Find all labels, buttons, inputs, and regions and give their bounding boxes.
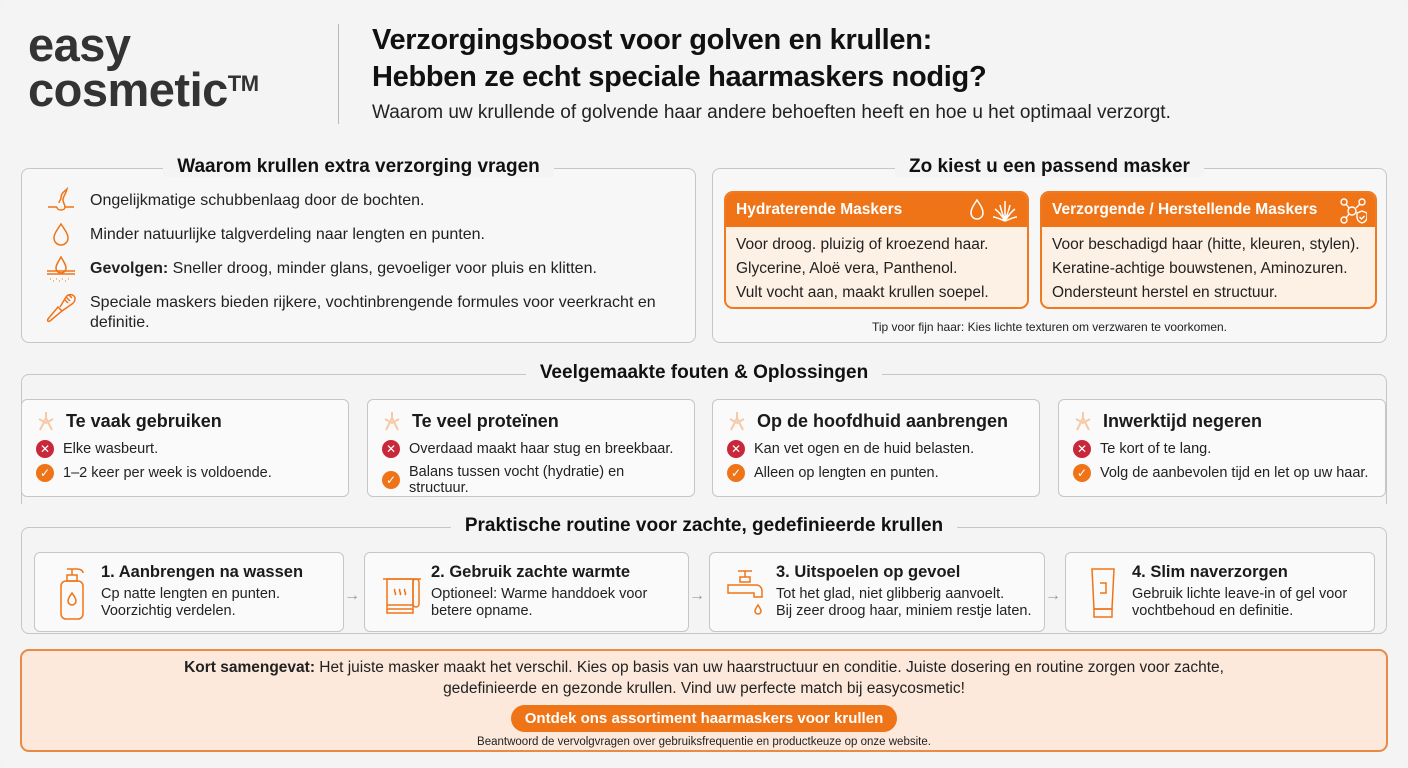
footnote: Beantwoord de vervolgvragen over gebruik… bbox=[477, 736, 931, 748]
brush-icon bbox=[46, 293, 76, 323]
header-divider bbox=[338, 24, 339, 124]
section-title: Veelgemaakte fouten & Oplossingen bbox=[22, 361, 1386, 385]
repairing-masks-card[interactable]: Verzorgende / Herstellende Maskers Voor … bbox=[1040, 191, 1377, 309]
logo-line-1: easy bbox=[28, 18, 131, 71]
warm-towel-icon bbox=[383, 578, 421, 614]
aloe-icon bbox=[992, 201, 1018, 222]
wrong-icon: ✕ bbox=[1073, 440, 1091, 458]
person-x-icon bbox=[38, 412, 54, 431]
scalp-drop-icon bbox=[47, 255, 75, 282]
summary-text: Kort samengevat: Het juiste masker maakt… bbox=[184, 659, 1224, 697]
card-title: Verzorgende / Herstellende Maskers bbox=[1052, 201, 1318, 218]
arrow-right-icon: → bbox=[689, 587, 705, 604]
choose-mask-section: Zo kiest u een passend masker Hydrateren… bbox=[712, 156, 1387, 343]
shop-hair-masks-button[interactable]: Ontdek ons assortiment haarmaskers voor … bbox=[510, 705, 898, 732]
hydrating-masks-card[interactable]: Hydraterende Maskers Voor droog. pluizig… bbox=[724, 191, 1029, 309]
wrong-icon: ✕ bbox=[36, 440, 54, 458]
check-icon: ✓ bbox=[382, 471, 400, 489]
routine-step: 4. Slim naverzorgen Gebruik lichte leave… bbox=[1065, 552, 1375, 632]
arrow-right-icon: → bbox=[344, 587, 360, 604]
why-section: Waarom krullen extra verzorging vragen O… bbox=[21, 156, 696, 343]
card-title: Hydraterende Maskers bbox=[736, 201, 903, 218]
routine-step: 3. Uitspoelen op gevoel Tot het glad, ni… bbox=[709, 552, 1045, 632]
trademark: TM bbox=[227, 71, 259, 96]
faucet-icon bbox=[727, 570, 763, 615]
brand-logo[interactable]: easy cosmeticTM bbox=[28, 18, 259, 113]
wrong-icon: ✕ bbox=[382, 440, 400, 458]
routine-step: 2. Gebruik zachte warmte Optioneel: Warm… bbox=[364, 552, 689, 632]
person-x-icon bbox=[729, 412, 745, 431]
routine-section: Praktische routine voor zachte, gedefini… bbox=[21, 515, 1387, 634]
list-item: Speciale maskers bieden rijkere, vochtin… bbox=[44, 293, 675, 333]
fine-hair-tip: Tip voor fijn haar: Kies lichte texturen… bbox=[871, 320, 1228, 334]
check-icon: ✓ bbox=[36, 464, 54, 482]
person-x-icon bbox=[384, 412, 400, 431]
logo-line-2: cosmetic bbox=[28, 63, 228, 116]
title-line-2: Hebben ze echt speciale haarmaskers nodi… bbox=[372, 61, 987, 93]
wrong-icon: ✕ bbox=[727, 440, 745, 458]
page-subtitle: Waarom uw krullende of golvende haar and… bbox=[372, 102, 1171, 123]
pump-bottle-icon bbox=[60, 568, 84, 620]
check-icon: ✓ bbox=[1073, 464, 1091, 482]
summary-box: Kort samengevat: Het juiste masker maakt… bbox=[20, 649, 1388, 752]
hair-follicle-icon bbox=[48, 187, 74, 211]
mistake-card: Te veel proteïnen ✕ Overdaad maakt haar s… bbox=[367, 399, 695, 497]
check-icon: ✓ bbox=[727, 464, 745, 482]
section-title: Waarom krullen extra verzorging vragen bbox=[22, 155, 695, 179]
person-x-icon bbox=[1075, 412, 1091, 431]
title-line-1: Verzorgingsboost voor golven en krullen: bbox=[372, 24, 933, 56]
list-item: Ongelijkmatige schubbenlaag door de boch… bbox=[44, 187, 675, 215]
page-title: Verzorgingsboost voor golven en krullen:… bbox=[372, 22, 987, 96]
mistake-card: Op de hoofdhuid aanbrengen ✕ Kan vet ogen… bbox=[712, 399, 1040, 497]
mistake-card: Te vaak gebruiken ✕ Elke wasbeurt. ✓ 1–2 k… bbox=[21, 399, 349, 497]
section-title: Zo kiest u een passend masker bbox=[713, 155, 1386, 179]
routine-step: 1. Aanbrengen na wassen Cp natte lengten… bbox=[34, 552, 344, 632]
list-item: Gevolgen: Sneller droog, minder glans, g… bbox=[44, 255, 675, 283]
drop-icon bbox=[53, 222, 69, 246]
list-item: Minder natuurlijke talgverdeling naar le… bbox=[44, 222, 675, 249]
arrow-right-icon: → bbox=[1045, 587, 1061, 604]
tube-icon bbox=[1091, 568, 1115, 618]
mistakes-section: Veelgemaakte fouten & Oplossingen Te vaa… bbox=[21, 362, 1387, 504]
section-title: Praktische routine voor zachte, gedefini… bbox=[22, 514, 1386, 538]
molecule-shield-icon bbox=[1340, 198, 1367, 224]
drop-icon bbox=[970, 198, 984, 220]
mistake-card: Inwerktijd negeren ✕ Te kort of te lang. … bbox=[1058, 399, 1386, 497]
